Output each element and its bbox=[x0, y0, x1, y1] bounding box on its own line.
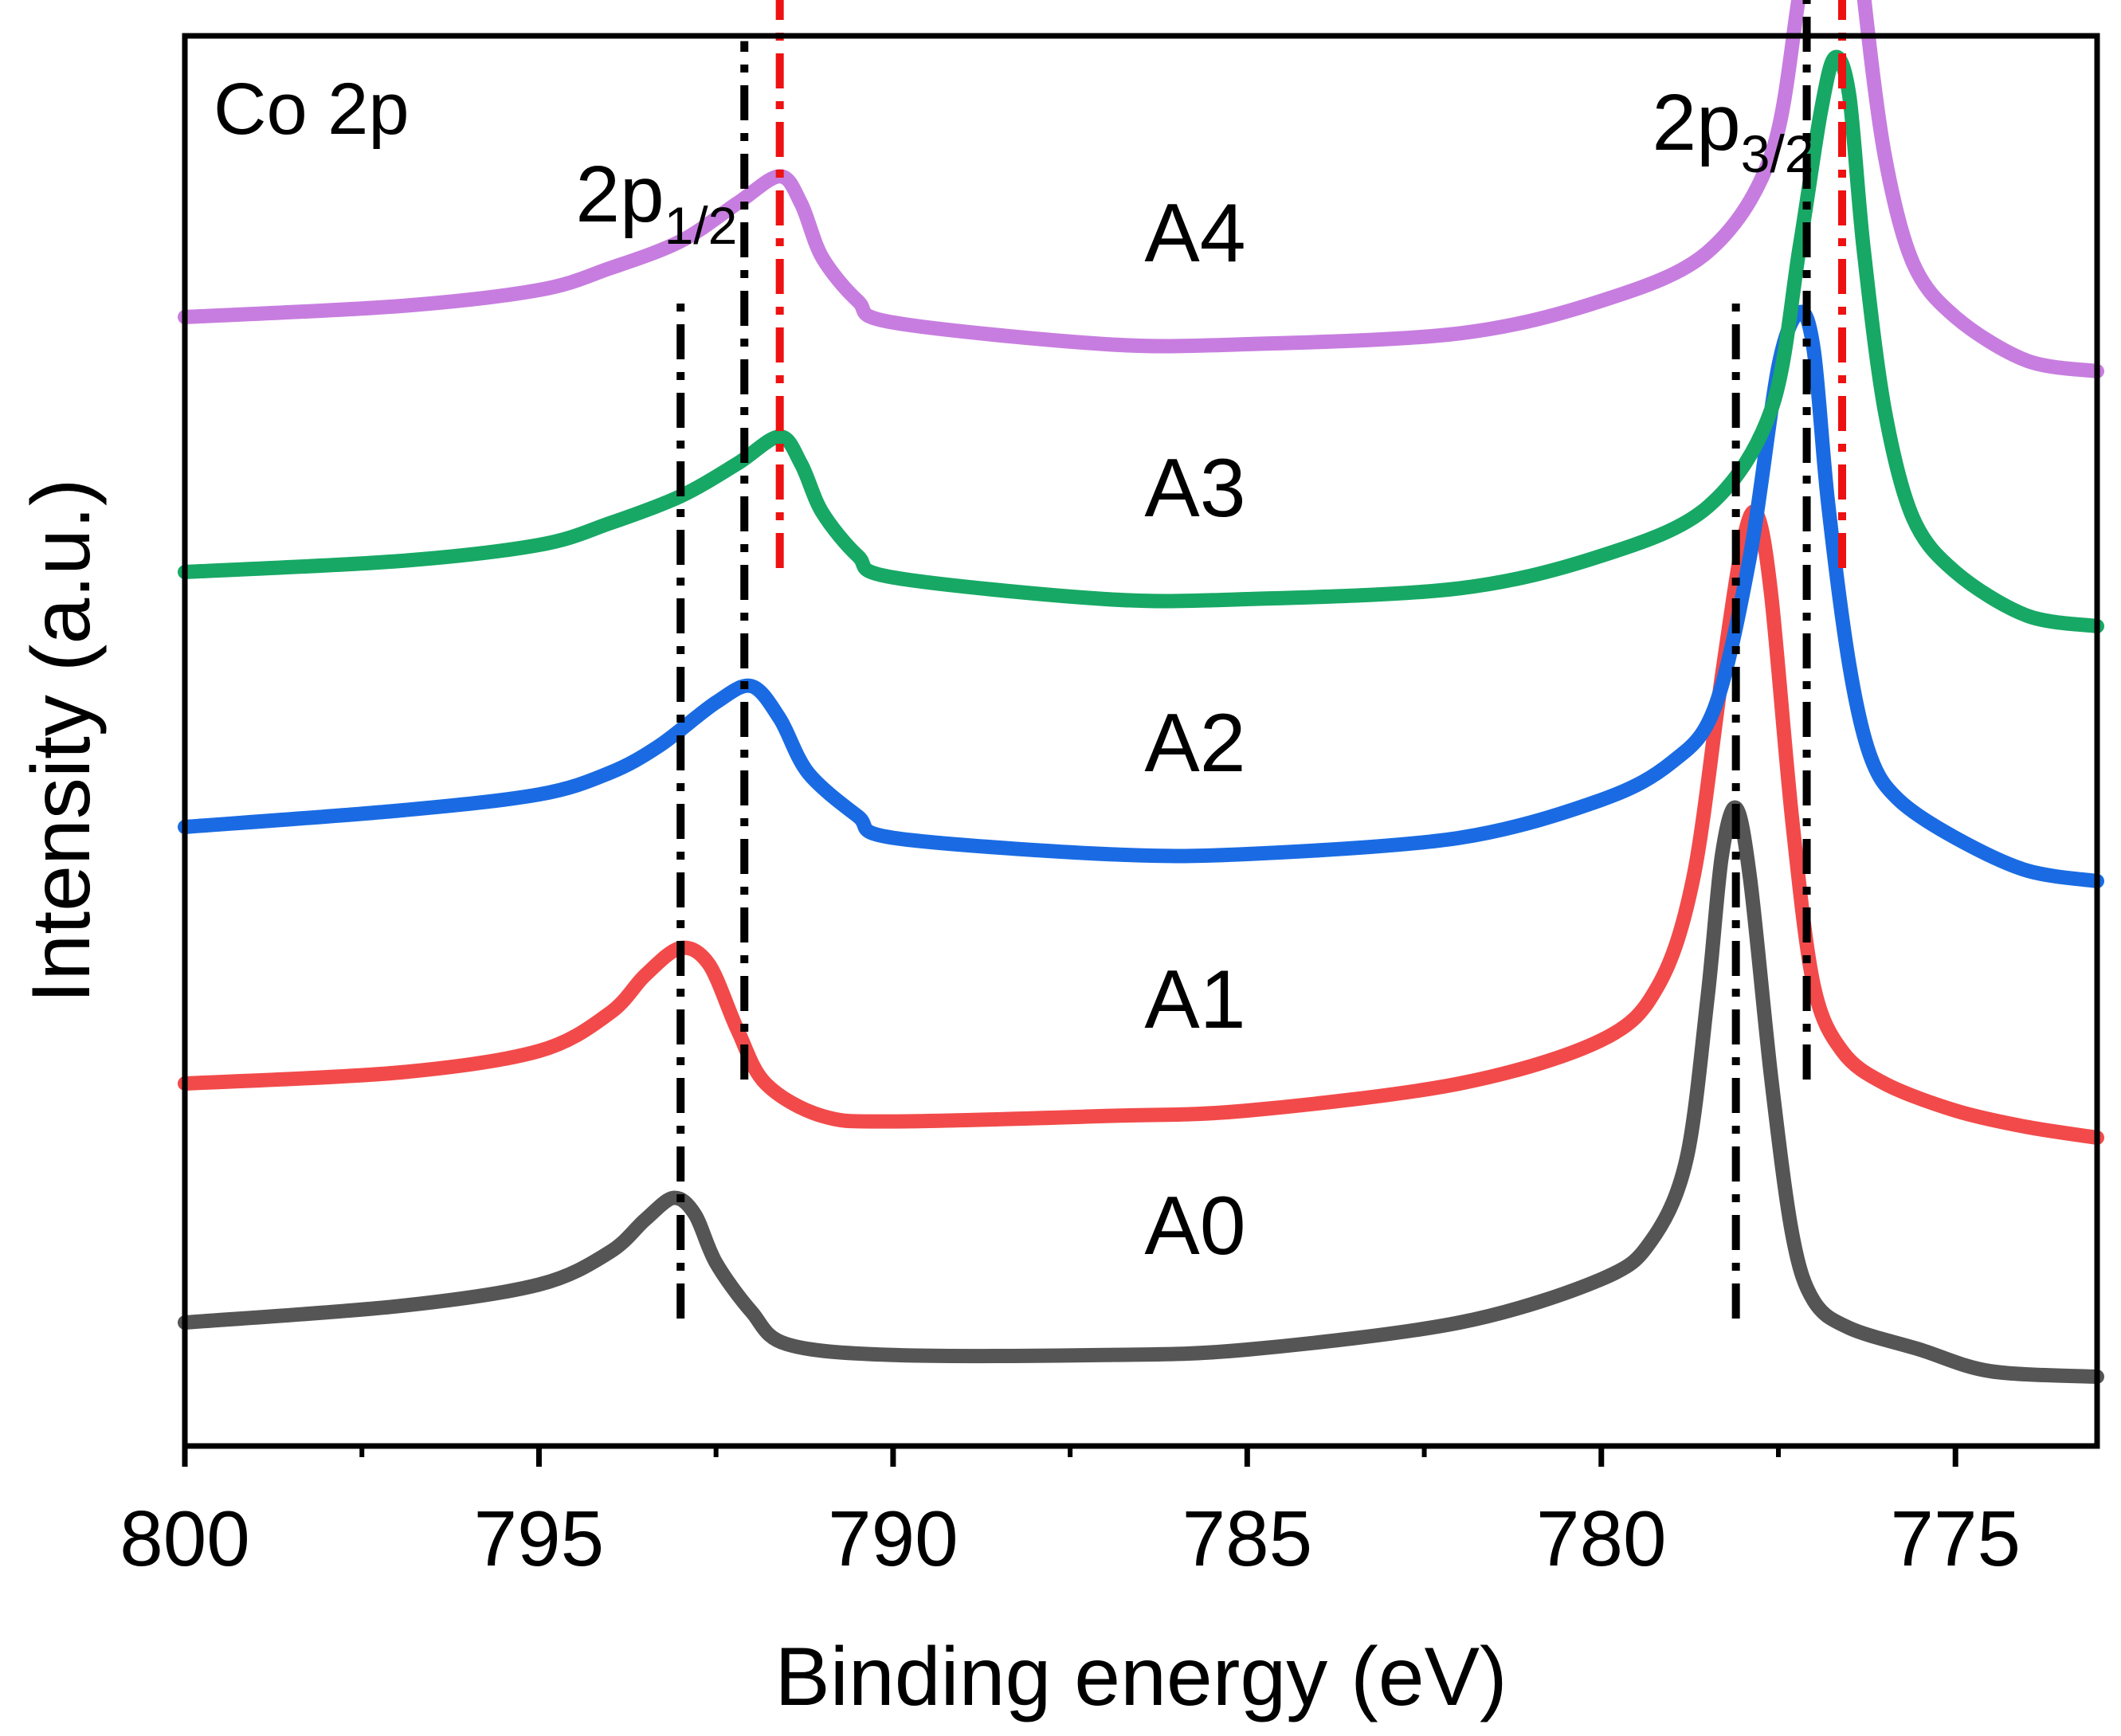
series-label-a3: A3 bbox=[1144, 442, 1245, 535]
series-line-a3 bbox=[178, 49, 2104, 633]
x-tick-label: 780 bbox=[1536, 1495, 1667, 1582]
x-axis-label: Binding energy (eV) bbox=[774, 1631, 1507, 1723]
x-tick-label: 795 bbox=[474, 1495, 605, 1582]
series-line-a1 bbox=[178, 504, 2104, 1145]
series-label-a4: A4 bbox=[1144, 187, 1245, 280]
x-tick-label: 785 bbox=[1182, 1495, 1313, 1582]
series-label-a2: A2 bbox=[1144, 697, 1245, 790]
panel-label: Co 2p bbox=[214, 69, 410, 150]
reference-lines bbox=[676, 0, 1846, 1319]
series-line-a4 bbox=[178, 0, 2104, 378]
y-axis-label: Intensity (a.u.) bbox=[15, 479, 108, 1004]
series-label-a1: A1 bbox=[1144, 954, 1245, 1046]
x-tick-label: 800 bbox=[120, 1495, 250, 1582]
series-label-a0: A0 bbox=[1144, 1180, 1245, 1272]
x-axis-tick-labels: 800 795 790 785 780 775 bbox=[120, 1495, 2021, 1582]
x-axis-ticks bbox=[182, 1446, 1958, 1467]
series-layer bbox=[178, 0, 2104, 1384]
peak-label-1-2: 2p1/2 bbox=[575, 150, 737, 255]
x-tick-label: 790 bbox=[828, 1495, 959, 1582]
x-tick-label: 775 bbox=[1890, 1495, 2021, 1582]
peak-label-3-2: 2p3/2 bbox=[1652, 78, 1813, 183]
peak-labels: 2p1/2 2p3/2 bbox=[575, 78, 1813, 255]
series-labels: A0 A1 A2 A3 A4 bbox=[1144, 187, 1245, 1272]
series-line-a0 bbox=[178, 800, 2104, 1384]
plot-frame bbox=[182, 33, 2100, 1449]
series-line-a2 bbox=[178, 304, 2104, 888]
